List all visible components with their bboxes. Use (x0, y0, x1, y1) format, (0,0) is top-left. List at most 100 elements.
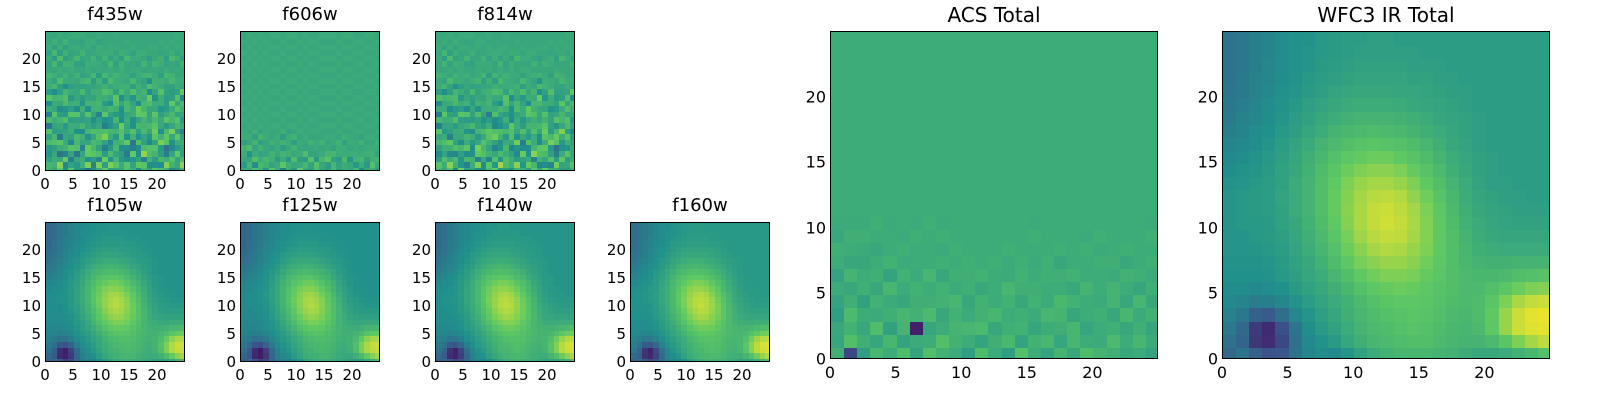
heatmap-cell (469, 228, 477, 236)
heatmap-cell (158, 110, 165, 118)
heatmap-cell (570, 284, 574, 292)
heatmap-cell (553, 82, 561, 90)
heatmap-cell (531, 43, 539, 51)
heatmap-cell (520, 99, 527, 107)
heatmap-cell (870, 307, 885, 322)
heatmap-cell (375, 110, 379, 118)
heatmap-cell (703, 318, 711, 326)
heatmap-cell (336, 43, 344, 51)
heatmap-cell (570, 273, 574, 281)
heatmap-cell (96, 132, 104, 140)
heatmap-cell (520, 37, 527, 45)
heatmap-cell (358, 138, 366, 146)
heatmap-cell (246, 65, 254, 73)
heatmap-cell (180, 65, 184, 73)
heatmap-cell (687, 267, 694, 275)
heatmap-cell (341, 323, 349, 331)
heatmap-cell (514, 273, 522, 281)
heatmap-cell (754, 256, 762, 264)
heatmap-cell (508, 149, 516, 157)
heatmap-cell (375, 351, 379, 359)
heatmap-cell (113, 279, 121, 286)
heatmap-cell (480, 60, 488, 67)
heatmap-cell (631, 234, 638, 242)
heatmap-cell (720, 245, 728, 253)
heatmap-cell (135, 127, 143, 135)
heatmap-cell (135, 295, 143, 303)
heatmap-cell (754, 228, 762, 236)
heatmap-cell (285, 127, 293, 135)
heatmap-cell (130, 251, 137, 258)
heatmap-cell (102, 357, 109, 361)
heatmap-cell (464, 301, 471, 309)
heatmap-cell (141, 256, 149, 264)
heatmap-cell (503, 323, 511, 331)
heatmap-cell (152, 346, 160, 354)
heatmap-cell (325, 273, 332, 281)
heatmap-cell (124, 223, 132, 230)
heatmap-cell (492, 256, 499, 264)
heatmap-cell (269, 88, 276, 95)
heatmap-cell (765, 251, 769, 258)
heatmap-cell (647, 239, 655, 247)
heatmap-cell (158, 65, 165, 73)
heatmap-cell (542, 43, 550, 51)
heatmap-cell (520, 234, 527, 242)
heatmap-cell (458, 160, 466, 168)
heatmap-cell (1067, 307, 1082, 322)
heatmap-cell (480, 335, 488, 342)
heatmap-cell (347, 127, 355, 135)
heatmap-cell (692, 290, 700, 298)
heatmap-cell (514, 82, 522, 90)
heatmap-cell (347, 43, 355, 51)
heatmap-cell (130, 160, 137, 168)
heatmap-cell (896, 294, 911, 309)
heatmap-cell (1080, 189, 1095, 204)
heatmap-cell (347, 132, 355, 140)
heatmap-cell (102, 335, 109, 342)
heatmap-cell (1106, 123, 1121, 138)
heatmap-cell (302, 149, 310, 157)
heatmap-cell (336, 149, 344, 157)
heatmap-cell (1080, 228, 1095, 243)
heatmap-cell (107, 37, 115, 45)
heatmap-cell (158, 329, 165, 337)
heatmap-cell (308, 144, 316, 151)
heatmap-cell (246, 132, 254, 140)
heatmap-cell (325, 251, 332, 258)
heatmap-cell (909, 123, 924, 138)
heatmap-cell (636, 295, 644, 303)
heatmap-cell (57, 307, 65, 314)
heatmap-cell (319, 307, 327, 314)
heatmap-cell (726, 307, 734, 314)
heatmap-cell (358, 99, 366, 107)
heatmap-cell (570, 166, 574, 170)
heatmap-cell (180, 43, 184, 51)
heatmap-cell (441, 76, 449, 84)
heatmap-cell (636, 323, 644, 331)
heatmap-cell (531, 54, 539, 62)
heatmap-cell (469, 121, 477, 129)
heatmap-cell (503, 160, 511, 168)
heatmap-cell (542, 340, 550, 348)
heatmap-cell (570, 76, 574, 84)
heatmap-cell (113, 93, 121, 101)
x-tick-label: 15 (314, 175, 334, 193)
heatmap-cell (347, 149, 355, 157)
heatmap-cell (687, 312, 694, 320)
heatmap-cell (475, 127, 483, 135)
heatmap-cell (280, 116, 288, 123)
heatmap-cell (257, 228, 265, 236)
heatmap-cell (46, 99, 53, 107)
heatmap-cell (124, 43, 132, 51)
heatmap-cell (57, 93, 65, 101)
heatmap-cell (831, 215, 845, 230)
heatmap-cell (492, 37, 499, 45)
heatmap-cell (302, 329, 310, 337)
heatmap-cell (548, 65, 555, 73)
heatmap-cell (107, 121, 115, 129)
heatmap-cell (436, 318, 443, 326)
heatmap-cell (274, 160, 282, 168)
heatmap-cell (531, 262, 539, 270)
heatmap-cell (46, 88, 53, 95)
